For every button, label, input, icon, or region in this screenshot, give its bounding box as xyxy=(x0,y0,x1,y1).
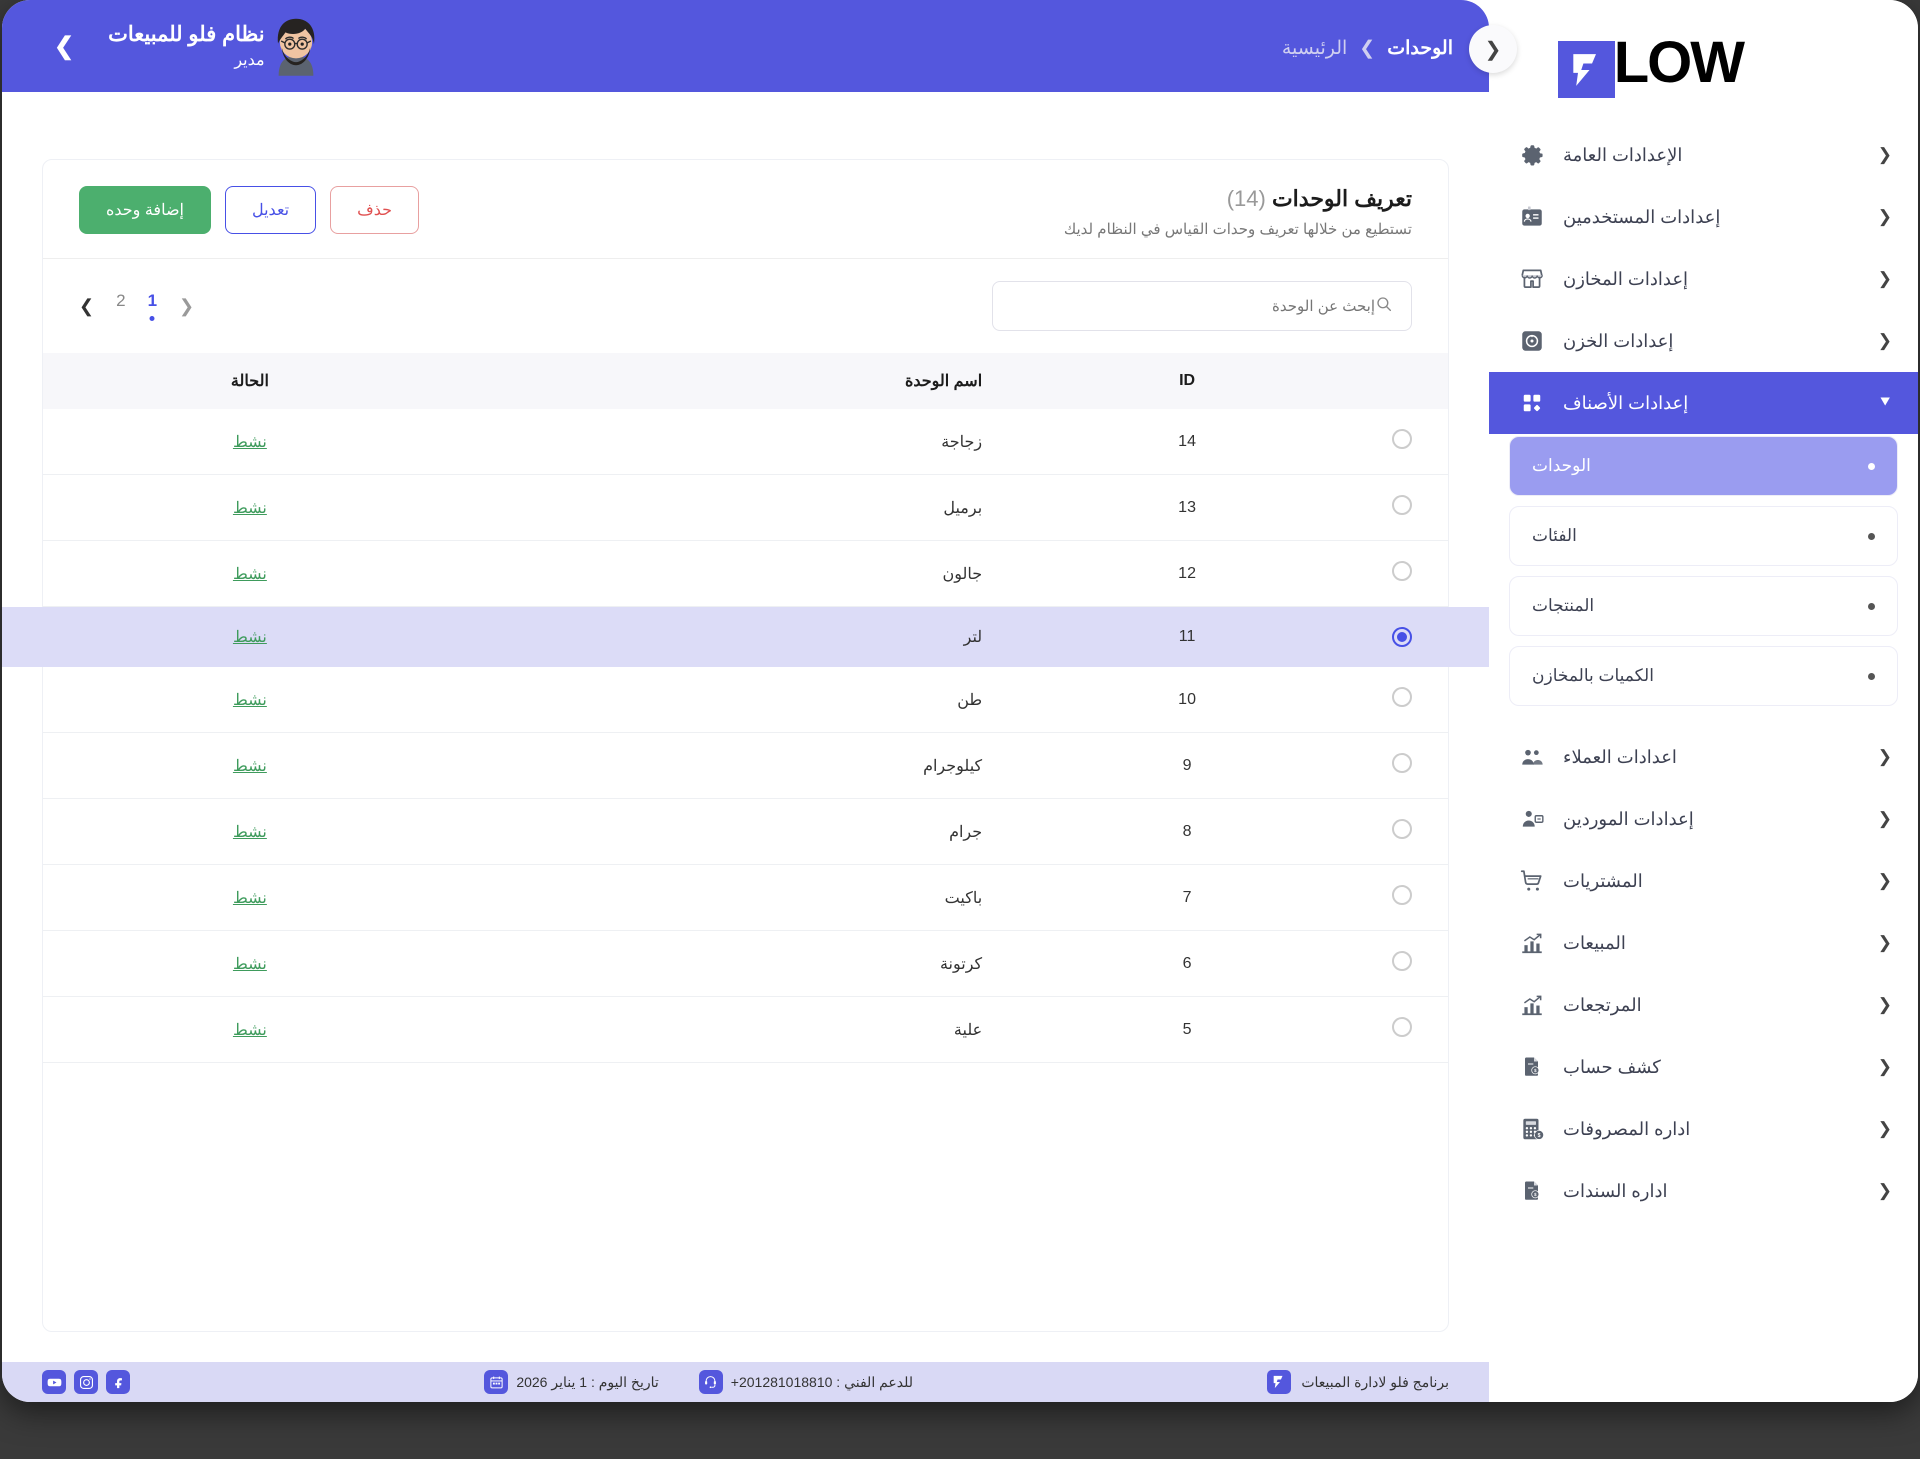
svg-text:$: $ xyxy=(1538,1133,1541,1139)
